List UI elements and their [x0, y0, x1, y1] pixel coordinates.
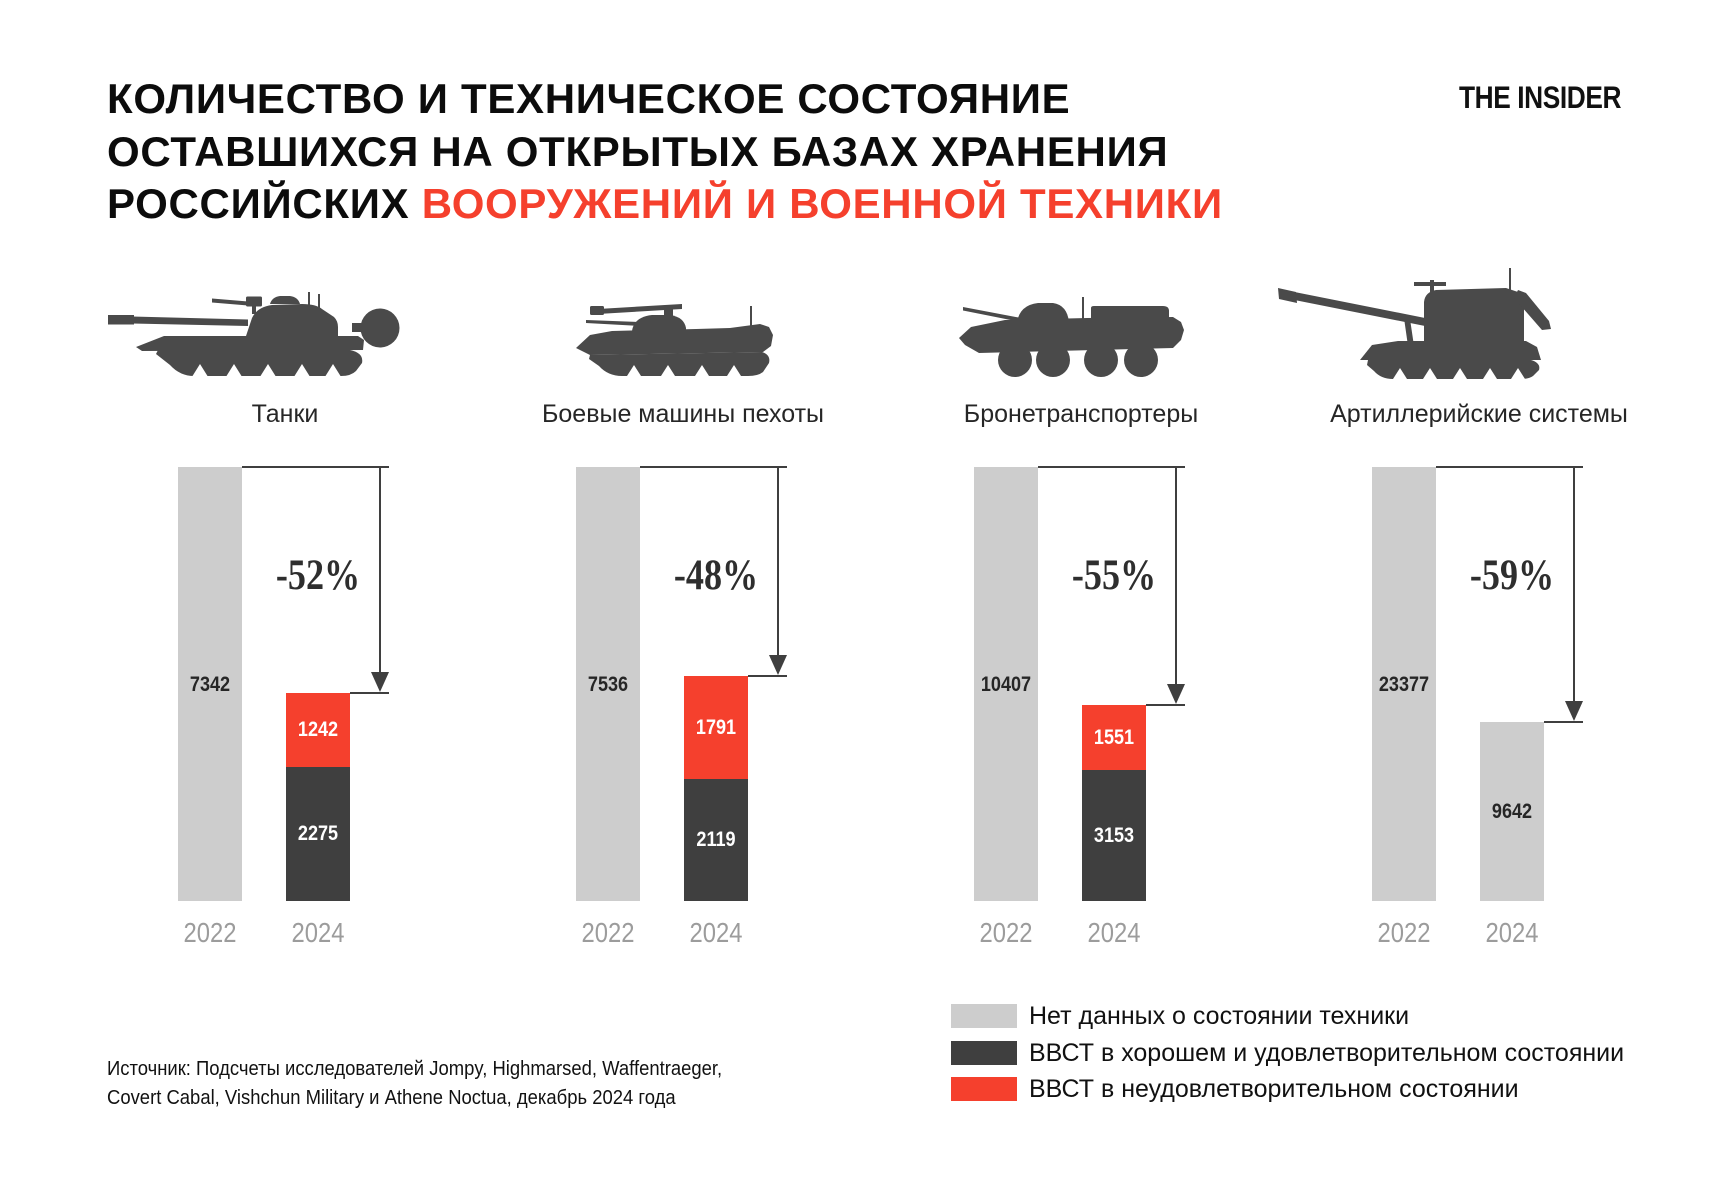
legend-label-bad: ВВСТ в неудовлетворительном состоянии	[1029, 1075, 1519, 1104]
arrow-head	[371, 672, 389, 693]
arrow-bottom-line	[1544, 721, 1583, 723]
bar-value-label: 10407	[980, 672, 1032, 696]
arrow-top-line	[1436, 466, 1583, 468]
bar-segment-bad	[1082, 704, 1146, 770]
arrow-top-line	[242, 466, 389, 468]
vehicle-label-ifv: Боевые машины пехоты	[541, 400, 825, 428]
bar-segment-bad	[286, 693, 350, 767]
bar-segment-good	[684, 778, 748, 901]
year-label: 2022	[183, 916, 237, 948]
source-line-1: Источник: Подсчеты исследователей Jompy,…	[107, 1057, 723, 1080]
source-note: Источник: Подсчеты исследователей Jompy,…	[107, 1055, 722, 1112]
year-label: 2022	[581, 916, 635, 948]
bar-segment-bad	[684, 675, 748, 779]
ifv-icon	[576, 304, 773, 376]
legend-label-good: ВВСТ в хорошем и удовлетворительном сост…	[1029, 1038, 1625, 1067]
bar-segment-no_data	[974, 467, 1038, 901]
bar-value-label: 1242	[297, 718, 339, 742]
bar-segment-no_data	[576, 467, 640, 901]
vehicle-label-apc: Бронетранспортеры	[963, 400, 1199, 428]
chart-ifv: Боевые машины пехоты -48% 7536 2022 2119 179…	[542, 0, 824, 1191]
bar-value-label: 23377	[1378, 672, 1430, 696]
bar-value-label: 2275	[297, 822, 339, 846]
chart-tanks: Танки -52% 7342 2022 2275 1242 2024	[108, 0, 400, 1191]
vehicle-label-artillery: Артиллерийские системы	[1330, 400, 1628, 428]
arrow-bottom-line	[748, 675, 787, 677]
bar-value-label: 7342	[189, 672, 231, 696]
bar-segment-no_data	[1372, 467, 1436, 901]
bar-value-label: 9642	[1491, 799, 1533, 823]
title-line-3-red: ВООРУЖЕНИЙ И ВОЕННОЙ ТЕХНИКИ	[421, 180, 1223, 227]
chart-artillery: Артиллерийские системы -59% 23377 2022 9642…	[1278, 0, 1628, 1191]
artillery-icon	[1278, 268, 1551, 379]
arrow-vertical-line	[777, 467, 779, 668]
year-label: 2024	[689, 916, 743, 948]
legend-swatch-no_data	[951, 1004, 1017, 1028]
chart-apc: Бронетранспортеры -55% 10407 2022 3153 1551 2…	[959, 0, 1198, 1191]
arrow-top-line	[640, 466, 787, 468]
year-label: 2022	[1377, 916, 1431, 948]
tank-icon	[108, 292, 400, 376]
bar-value-label: 1551	[1093, 725, 1135, 749]
source-line-2: Covert Cabal, Vishchun Military и Athene…	[107, 1085, 676, 1109]
arrow-head	[769, 654, 787, 675]
title-line-3: РОССИЙСКИХ ВООРУЖЕНИЙ И ВОЕННОЙ ТЕХНИКИ	[107, 178, 1223, 231]
bar-segment-no_data	[178, 467, 242, 901]
year-label: 2022	[979, 916, 1033, 948]
title-line-1: КОЛИЧЕСТВО И ТЕХНИЧЕСКОЕ СОСТОЯНИЕ	[107, 75, 1071, 122]
bar-segment-good	[1082, 769, 1146, 901]
year-label: 2024	[1485, 916, 1539, 948]
page-title: КОЛИЧЕСТВО И ТЕХНИЧЕСКОЕ СОСТОЯНИЕ ОСТАВ…	[107, 73, 1223, 231]
bar-segment-good	[286, 766, 350, 901]
arrow-head	[1565, 700, 1583, 721]
bar-value-label: 3153	[1093, 823, 1135, 847]
year-label: 2024	[1087, 916, 1141, 948]
change-label: -59%	[1469, 552, 1555, 599]
arrow-bottom-line	[350, 692, 389, 694]
legend-label-no_data: Нет данных о состоянии техники	[1029, 1002, 1410, 1030]
apc-icon	[959, 297, 1184, 377]
change-label: -55%	[1071, 552, 1157, 599]
title-line-3-black: РОССИЙСКИХ	[107, 180, 422, 227]
bar-value-label: 2119	[696, 828, 736, 852]
bar-value-label: 7536	[587, 672, 629, 696]
arrow-head	[1167, 683, 1185, 704]
arrow-vertical-line	[1175, 467, 1177, 697]
change-label: -48%	[673, 552, 759, 599]
legend-swatch-good	[951, 1040, 1017, 1065]
bar-value-label: 1791	[695, 715, 737, 739]
vehicle-label-tanks: Танки	[251, 400, 319, 428]
arrow-vertical-line	[1573, 467, 1575, 714]
year-label: 2024	[291, 916, 345, 948]
title-line-2: ОСТАВШИХСЯ НА ОТКРЫТЫХ БАЗАХ ХРАНЕНИЯ	[107, 127, 1169, 175]
arrow-vertical-line	[379, 467, 381, 686]
bar-segment-no_data	[1480, 721, 1544, 901]
arrow-bottom-line	[1146, 704, 1185, 706]
the-insider-logo: THE INSIDER	[1458, 79, 1621, 115]
change-label: -52%	[275, 552, 361, 599]
arrow-top-line	[1038, 466, 1185, 468]
legend-swatch-bad	[951, 1077, 1017, 1102]
